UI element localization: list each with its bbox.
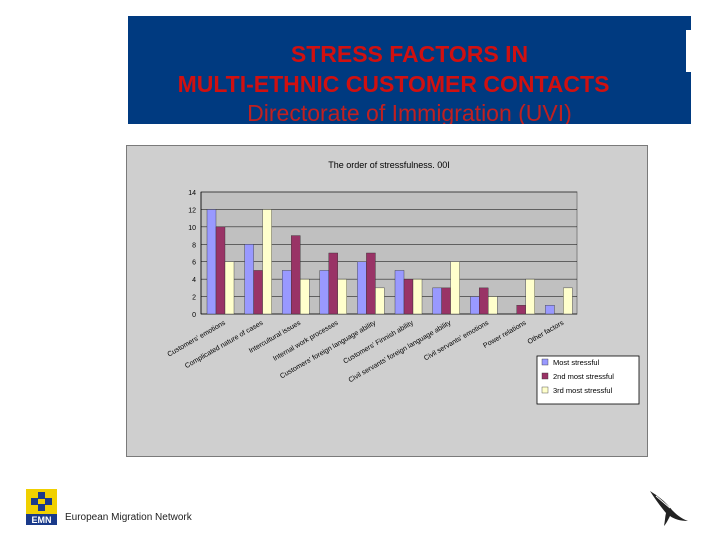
bar: [281, 270, 292, 315]
y-tick-label: 2: [192, 295, 196, 302]
bird-icon: [650, 491, 688, 526]
x-tick-label: Power relations: [482, 319, 528, 349]
legend-label: 2nd most stressful: [553, 372, 614, 381]
x-tick-label: Customers' Finnish ability: [342, 319, 415, 365]
bar: [366, 252, 376, 315]
y-tick-label: 14: [188, 190, 196, 197]
slide-title-line-1: STRESS FACTORS IN: [290, 41, 529, 67]
y-tick-label: 10: [188, 225, 196, 232]
title-banner-notch: [686, 30, 691, 72]
legend-label: Most stressful: [553, 358, 600, 367]
legend-box: [536, 355, 640, 405]
emn-logo: EMN: [26, 489, 57, 525]
x-tick-label: Customers' emotions: [167, 319, 228, 358]
bar: [337, 278, 348, 315]
bar: [215, 226, 226, 315]
title-banner: STRESS FACTORS IN MULTI-ETHNIC CUSTOMER …: [128, 16, 691, 124]
legend-swatch: [541, 372, 549, 380]
slide-title-line-2: MULTI-ETHNIC CUSTOMER CONTACTS: [177, 71, 610, 97]
chart-frame: The order of stressfulness. 00I 0 2 4 6 8 10 12…: [126, 145, 648, 457]
legend-swatch: [541, 386, 549, 394]
y-tick-label: 6: [192, 260, 196, 267]
bar: [357, 261, 367, 315]
chart-title: The order of stressfulness. 00I: [328, 160, 450, 170]
slide-subtitle: Directorate of Immigration (UVI): [247, 100, 572, 124]
legend-swatch: [541, 358, 549, 366]
bar: [403, 278, 414, 315]
bar: [412, 278, 423, 315]
bar: [432, 287, 442, 315]
legend-label: 3rd most stressful: [553, 386, 613, 395]
x-tick-label: Internal work processes: [272, 319, 340, 362]
logo-text: EMN: [32, 515, 52, 525]
y-tick-label: 12: [188, 207, 196, 214]
bar: [206, 209, 217, 315]
bar: [224, 261, 235, 315]
bar: [488, 296, 498, 315]
x-tick-label: Other factors: [527, 319, 566, 346]
bar: [328, 252, 339, 315]
bar: [563, 287, 573, 315]
bar: [375, 287, 385, 315]
footer-text: European Migration Network: [65, 512, 192, 523]
bar: [244, 244, 254, 315]
x-tick-label: Civil servants' emotions: [423, 319, 490, 362]
bar-chart: The order of stressfulness. 00I 0 2 4 6 8 10 12…: [167, 160, 640, 405]
bar: [516, 305, 526, 315]
y-tick-label: 4: [192, 277, 196, 284]
bar: [262, 209, 272, 315]
bar: [441, 287, 451, 315]
bar: [545, 305, 555, 315]
y-tick-label: 0: [192, 312, 196, 319]
bar: [319, 270, 330, 315]
bar: [290, 235, 301, 315]
bar: [450, 261, 460, 315]
bar: [299, 278, 310, 315]
bar: [394, 270, 405, 315]
bar: [479, 287, 489, 315]
y-tick-label: 8: [192, 242, 196, 249]
bar: [525, 278, 535, 315]
bar: [253, 270, 263, 315]
bar: [470, 296, 480, 315]
